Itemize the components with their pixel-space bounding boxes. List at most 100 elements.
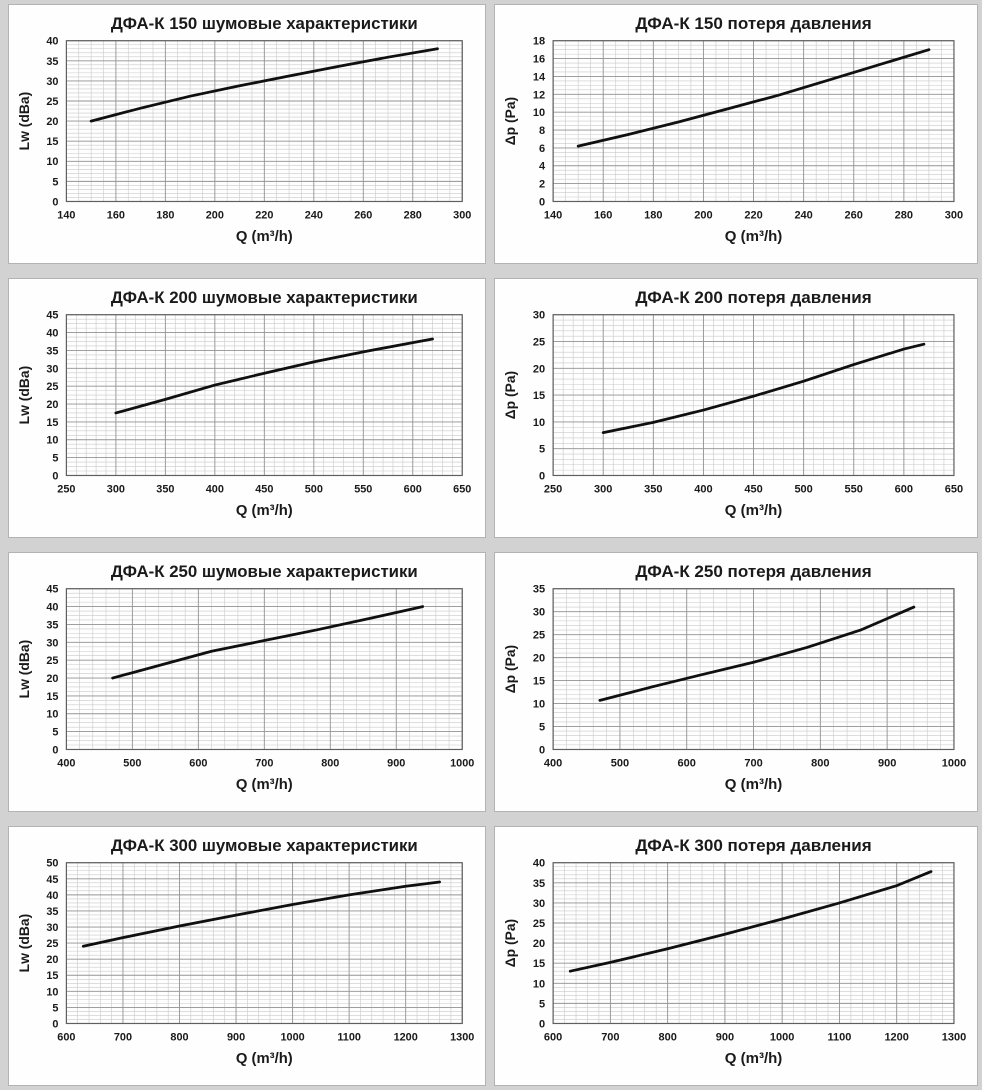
series-curve	[601, 342, 926, 434]
y-tick-label: 30	[46, 76, 58, 88]
x-tick-label: 250	[544, 483, 562, 495]
y-tick-label: 4	[539, 161, 546, 173]
x-tick-label: 1100	[827, 1031, 851, 1043]
chart-title: ДФА-К 300 потеря давления	[635, 836, 871, 855]
y-tick-label: 2	[539, 179, 545, 191]
plot-area-border	[552, 588, 955, 751]
x-tick-label: 600	[678, 757, 696, 769]
chart-title: ДФА-К 200 потеря давления	[635, 288, 871, 307]
y-tick-label: 10	[46, 156, 58, 168]
x-tick-label: 450	[255, 483, 273, 495]
series-curve	[568, 870, 933, 973]
y-tick-label: 20	[46, 673, 58, 685]
x-tick-label: 220	[744, 209, 762, 221]
x-tick-label: 600	[57, 1031, 75, 1043]
y-tick-label: 18	[533, 36, 545, 48]
y-tick-label: 0	[52, 744, 58, 756]
y-tick-label: 15	[46, 136, 58, 148]
x-axis-label: Q (m³/h)	[725, 776, 783, 793]
y-tick-label: 30	[46, 922, 58, 934]
plot-area-border	[552, 314, 955, 477]
x-tick-label: 700	[255, 757, 273, 769]
y-tick-label: 15	[46, 417, 58, 429]
x-tick-label: 900	[878, 757, 896, 769]
y-tick-label: 35	[46, 906, 58, 918]
y-tick-label: 0	[539, 196, 545, 208]
x-tick-label: 400	[57, 757, 75, 769]
y-tick-label: 10	[533, 978, 545, 990]
y-tick-label: 20	[46, 116, 58, 128]
x-tick-label: 220	[255, 209, 273, 221]
x-tick-label: 800	[321, 757, 339, 769]
x-tick-label: 300	[453, 209, 471, 221]
x-tick-label: 1200	[394, 1031, 418, 1043]
series-curve	[89, 47, 439, 123]
chart-canvas: ДФА-К 250 шумовые характеристики 0 5 10 15 20…	[16, 562, 475, 793]
y-tick-label: 0	[52, 470, 58, 482]
y-tick-label: 25	[533, 337, 545, 349]
x-tick-label: 260	[845, 209, 863, 221]
x-tick-label: 300	[594, 483, 612, 495]
x-tick-label: 1000	[942, 757, 966, 769]
y-tick-label: 35	[533, 584, 545, 596]
x-tick-label: 140	[57, 209, 75, 221]
x-axis-label: Q (m³/h)	[725, 228, 783, 245]
y-tick-label: 10	[46, 709, 58, 721]
y-tick-label: 15	[533, 958, 545, 970]
chart-title: ДФА-К 250 потеря давления	[635, 562, 871, 581]
chart-title: ДФА-К 250 шумовые характеристики	[111, 562, 418, 581]
y-tick-label: 20	[533, 653, 545, 665]
y-tick-label: 10	[533, 699, 545, 711]
x-tick-label: 200	[206, 209, 224, 221]
x-tick-label: 550	[845, 483, 863, 495]
x-tick-label: 700	[744, 757, 762, 769]
chart-canvas: ДФА-К 300 потеря давления 0 5 10 15 20 25 30 35 4…	[502, 836, 966, 1067]
x-tick-label: 650	[453, 483, 471, 495]
y-tick-label: 20	[533, 363, 545, 375]
x-tick-label: 240	[305, 209, 323, 221]
x-tick-label: 400	[206, 483, 224, 495]
x-tick-label: 550	[354, 483, 372, 495]
plot-area-border	[65, 862, 463, 1025]
x-tick-label: 180	[644, 209, 662, 221]
y-tick-label: 10	[533, 107, 545, 119]
series-curve	[81, 880, 441, 948]
x-tick-label: 260	[354, 209, 372, 221]
y-axis-label: Lw (dBa)	[16, 366, 32, 425]
y-tick-label: 0	[52, 196, 58, 208]
chart-panel: ДФА-К 150 потеря давления 0 2 4 6 8 10 12 14 16 18…	[494, 4, 978, 264]
y-tick-label: 15	[533, 676, 545, 688]
y-tick-label: 40	[46, 328, 58, 340]
chart-title: ДФА-К 300 шумовые характеристики	[111, 836, 418, 855]
y-axis-label: Δp (Pa)	[502, 97, 518, 146]
x-tick-label: 180	[156, 209, 174, 221]
y-tick-label: 25	[46, 655, 58, 667]
y-tick-label: 5	[52, 1002, 58, 1014]
x-tick-label: 1000	[770, 1031, 794, 1043]
y-tick-label: 0	[539, 744, 545, 756]
y-tick-label: 20	[46, 399, 58, 411]
y-tick-label: 35	[46, 345, 58, 357]
y-axis-label: Δp (Pa)	[502, 645, 518, 694]
x-tick-label: 650	[945, 483, 963, 495]
x-tick-label: 400	[694, 483, 712, 495]
y-tick-label: 5	[52, 176, 58, 188]
y-tick-label: 25	[533, 918, 545, 930]
x-tick-label: 1200	[884, 1031, 908, 1043]
y-tick-label: 50	[46, 858, 58, 870]
y-tick-label: 10	[46, 986, 58, 998]
y-tick-label: 30	[533, 607, 545, 619]
chart-canvas: ДФА-К 200 шумовые характеристики 0 5 10 15 20…	[16, 288, 472, 519]
x-tick-label: 350	[644, 483, 662, 495]
chart-panel: ДФА-К 250 потеря давления 0 5 10 15 20 25 30 35 4…	[494, 552, 978, 812]
x-tick-label: 1100	[337, 1031, 361, 1043]
chart-panel: ДФА-К 200 шумовые характеристики 0 5 10 15 20…	[8, 278, 486, 538]
grid-major	[552, 588, 955, 750]
y-tick-label: 0	[539, 1018, 545, 1030]
chart-panel: ДФА-К 250 шумовые характеристики 0 5 10 15 20…	[8, 552, 486, 812]
y-tick-label: 40	[46, 36, 58, 48]
x-tick-label: 500	[611, 757, 629, 769]
x-tick-label: 200	[694, 209, 712, 221]
series-curve	[598, 605, 916, 702]
x-tick-label: 600	[404, 483, 422, 495]
